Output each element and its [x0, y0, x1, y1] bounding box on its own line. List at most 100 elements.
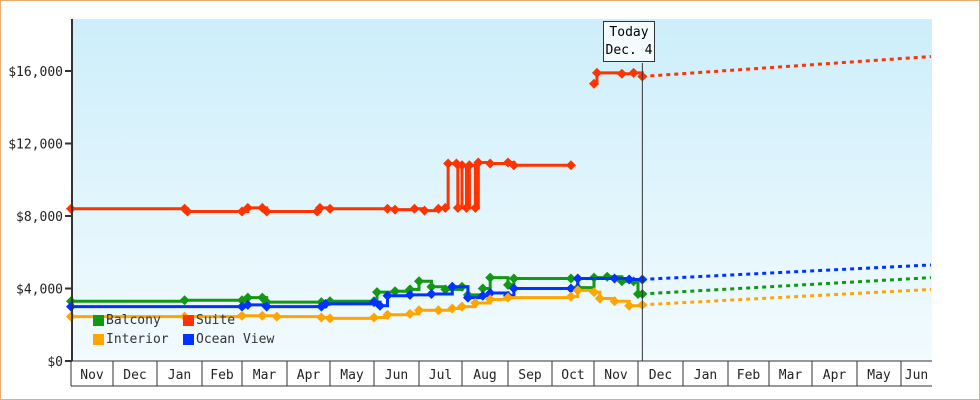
suite-point[interactable] [433, 203, 444, 214]
balcony-point[interactable] [242, 292, 253, 303]
interior-point[interactable] [565, 291, 576, 302]
ocean-view-point[interactable] [375, 300, 385, 311]
ocean-view-forecast-line [642, 263, 932, 281]
legend: Balcony Suite Interior Ocean View [93, 313, 293, 347]
x-tick-label: Jan [168, 368, 191, 383]
balcony-point[interactable] [405, 284, 415, 295]
suite-point[interactable] [382, 203, 393, 214]
legend-item-interior: Interior [93, 332, 183, 347]
interior-point[interactable] [325, 313, 335, 324]
x-tick-label: Feb [210, 368, 234, 383]
ocean-view-point[interactable] [242, 299, 253, 310]
suite-point[interactable] [440, 202, 451, 213]
ocean-view-point[interactable] [426, 288, 437, 299]
suite-point[interactable] [485, 158, 496, 169]
y-tick-label: $8,000 [16, 210, 63, 225]
interior-point[interactable] [237, 310, 247, 321]
suite-point[interactable] [409, 203, 420, 214]
interior-point[interactable] [572, 285, 583, 296]
interior-point[interactable] [405, 308, 415, 319]
balcony-point[interactable] [426, 281, 437, 292]
x-tick-label: Apr [823, 368, 847, 383]
suite-point[interactable] [589, 78, 599, 89]
interior-forecast-line [642, 287, 932, 307]
suite-point[interactable] [470, 202, 481, 213]
suite-point[interactable] [242, 202, 253, 213]
suite-point[interactable] [461, 202, 472, 213]
ocean-view-point[interactable] [508, 283, 519, 294]
ocean-view-point[interactable] [462, 292, 473, 303]
ocean-view-point[interactable] [320, 298, 331, 309]
balcony-point[interactable] [179, 295, 190, 306]
plot-area [72, 19, 932, 361]
ocean-view-point[interactable] [261, 301, 272, 312]
suite-point[interactable] [325, 203, 335, 214]
interior-point[interactable] [503, 292, 513, 303]
suite-point[interactable] [182, 206, 193, 217]
balcony-point[interactable] [508, 273, 519, 284]
suite-point[interactable] [464, 160, 475, 171]
interior-point[interactable] [369, 312, 379, 323]
suite-point[interactable] [616, 68, 627, 79]
suite-point[interactable] [591, 67, 602, 78]
ocean-view-point[interactable] [447, 281, 458, 292]
balcony-point[interactable] [414, 276, 424, 287]
balcony-point[interactable] [485, 272, 496, 283]
suite-point[interactable] [261, 206, 272, 217]
suite-point[interactable] [452, 202, 463, 213]
ocean-view-point[interactable] [405, 289, 415, 300]
balcony-point[interactable] [390, 286, 400, 297]
suite-point[interactable] [473, 157, 484, 168]
interior-point[interactable] [624, 300, 635, 311]
interior-point[interactable] [316, 312, 327, 323]
suite-point[interactable] [565, 160, 576, 171]
interior-point[interactable] [447, 303, 458, 314]
legend-label: Balcony [106, 313, 161, 328]
interior-point[interactable] [382, 309, 393, 320]
suite-point[interactable] [508, 160, 519, 171]
today-date: Dec. 4 [605, 43, 653, 58]
balcony-point[interactable] [372, 287, 382, 298]
x-tick-label: Sep [518, 368, 542, 383]
balcony-swatch [93, 315, 104, 326]
interior-point[interactable] [433, 305, 444, 316]
interior-point[interactable] [609, 296, 620, 307]
interior-point[interactable] [271, 311, 282, 322]
today-text: Today [609, 25, 649, 40]
interior-point[interactable] [457, 301, 467, 312]
ocean-view-point[interactable] [624, 274, 635, 285]
suite-point[interactable] [419, 205, 430, 216]
interior-point[interactable] [470, 298, 481, 308]
x-tick-label: Jan [694, 368, 717, 383]
balcony-point[interactable] [565, 273, 576, 284]
legend-item-suite: Suite [183, 313, 293, 328]
legend-item-balcony: Balcony [93, 313, 183, 328]
x-tick-label: Dec [649, 368, 672, 383]
suite-point[interactable] [390, 204, 400, 215]
legend-label: Ocean View [196, 332, 275, 347]
x-tick-label: Jun [905, 368, 928, 383]
ocean-view-point[interactable] [609, 273, 620, 284]
suite-point[interactable] [457, 160, 467, 171]
interior-point[interactable] [594, 293, 605, 304]
suite-forecast-line [642, 55, 932, 78]
suite-point[interactable] [443, 158, 454, 169]
interior-point[interactable] [414, 305, 424, 316]
interior-point[interactable] [589, 287, 599, 298]
ocean-view-point[interactable] [382, 290, 393, 301]
ocean-view-point[interactable] [572, 273, 583, 284]
interior-point[interactable] [485, 294, 496, 305]
ocean-view-point[interactable] [477, 290, 488, 301]
legend-item-ocean-view: Ocean View [183, 332, 293, 347]
y-tick-label: $0 [47, 355, 63, 370]
interior-swatch [93, 334, 104, 345]
ocean-view-point[interactable] [485, 288, 496, 299]
suite-point[interactable] [628, 67, 639, 78]
x-tick-label: Jun [385, 368, 408, 383]
suite-point[interactable] [314, 202, 325, 213]
x-tick-label: Nov [604, 368, 628, 383]
interior-point[interactable] [257, 310, 268, 321]
x-tick-label: Jul [429, 368, 452, 383]
balcony-point[interactable] [477, 283, 488, 294]
